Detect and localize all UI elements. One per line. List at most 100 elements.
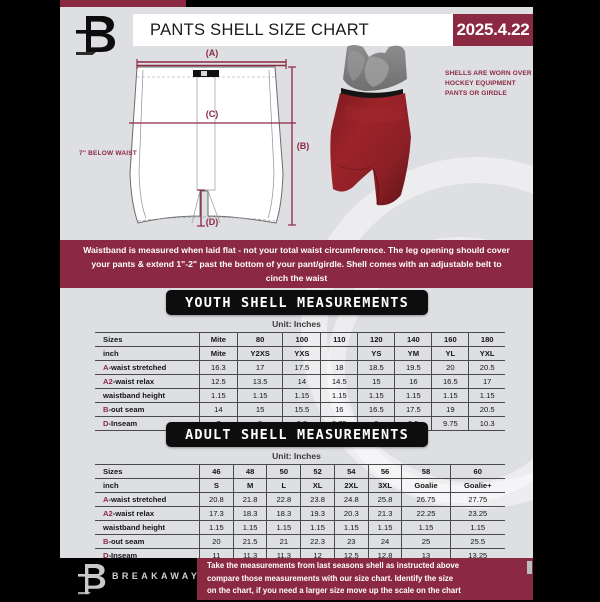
table-cell: YXS — [282, 346, 322, 361]
row-label: waistband height — [95, 388, 200, 403]
top-accent-strip-maroon — [60, 0, 186, 7]
table-cell: 17 — [236, 360, 284, 375]
row-label: B-out seam — [95, 534, 200, 549]
row-measure-key: A — [103, 363, 109, 372]
table-cell: 17 — [468, 374, 505, 389]
revision-date-badge: 2025.4.22 — [453, 14, 533, 46]
table-cell: 18 — [320, 360, 359, 375]
photo-usage-note: SHELLS ARE WORN OVER HOCKEY EQUIPMENT PA… — [445, 70, 532, 97]
table-cell: L — [266, 478, 302, 493]
table-cell: S — [199, 478, 234, 493]
table-cell: 20.3 — [333, 506, 369, 521]
table-cell: 22.3 — [300, 534, 335, 549]
table-cell: 54 — [333, 464, 369, 479]
table-cell: 16.5 — [357, 402, 396, 417]
table-cell: 14 — [199, 402, 238, 417]
row-label: D-Inseam — [95, 548, 200, 558]
table-cell: 25.5 — [449, 534, 505, 549]
table-cell: 20.5 — [468, 402, 505, 417]
table-cell: 12 — [300, 548, 335, 558]
shell-product-photo — [325, 45, 455, 235]
table-cell: 24 — [367, 534, 403, 549]
table-cell: 12.8 — [367, 548, 403, 558]
footer-edge-tab — [527, 561, 532, 574]
top-accent-strip-black — [186, 0, 533, 7]
row-label: A-waist stretched — [95, 492, 200, 507]
table-cell: 16.5 — [431, 374, 470, 389]
table-row: B-out seam 14 15 15.5 16 16.5 17.5 19 20.5 — [95, 402, 505, 417]
below-waist-annotation: 7" BELOW WAIST — [79, 150, 137, 157]
table-cell: Goalie — [401, 478, 451, 493]
table-cell: 1.15 — [394, 388, 433, 403]
table-cell: 60 — [449, 464, 505, 479]
table-cell: 2XL — [333, 478, 369, 493]
table-row: inch Mite Y2XS YXS YS YM YL YXL — [95, 346, 505, 361]
table-cell: 12.5 — [333, 548, 369, 558]
table-cell: 11.3 — [266, 548, 302, 558]
table-cell: Y2XS — [236, 346, 284, 361]
row-label: Sizes — [95, 464, 200, 479]
table-cell: 10.3 — [468, 416, 505, 431]
row-label: A2-waist relax — [95, 374, 200, 389]
table-cell: 15 — [357, 374, 396, 389]
row-label: A2-waist relax — [95, 506, 200, 521]
table-cell: 20.5 — [468, 360, 505, 375]
footer-breakaway-b-logo-icon — [74, 561, 112, 597]
row-label: inch — [95, 346, 200, 361]
table-cell: 20 — [199, 534, 234, 549]
row-label: Sizes — [95, 332, 200, 347]
table-cell: Goalie+ — [449, 478, 505, 493]
table-cell: M — [232, 478, 268, 493]
adult-section-banner: ADULT SHELL MEASUREMENTS — [166, 422, 428, 447]
table-cell: 1.15 — [232, 520, 268, 535]
table-row: D-Inseam 11 11.3 11.3 12 12.5 12.8 13 13.25 — [95, 548, 505, 558]
table-cell: 180 — [468, 332, 505, 347]
youth-unit-label: Unit: Inches — [272, 319, 321, 329]
table-cell: 23.8 — [300, 492, 335, 507]
footer-note-line-2: compare those measurements with our size… — [207, 573, 454, 583]
table-cell: 19 — [431, 402, 470, 417]
table-cell: YXL — [468, 346, 505, 361]
table-cell: 17.5 — [394, 402, 433, 417]
table-row: waistband height 1.15 1.15 1.15 1.15 1.15 1.15… — [95, 520, 505, 535]
table-cell: 9.75 — [431, 416, 470, 431]
table-cell: 1.15 — [266, 520, 302, 535]
table-cell: 22.8 — [266, 492, 302, 507]
table-cell: 1.15 — [199, 388, 238, 403]
table-cell: 15 — [236, 402, 284, 417]
adult-table-body: Sizes 46 48 50 52 54 56 58 60 inch S M L XL 2XL 3XL Goal… — [95, 464, 505, 558]
table-cell: 1.15 — [357, 388, 396, 403]
breakaway-b-logo-icon — [68, 12, 128, 56]
table-cell: 120 — [357, 332, 396, 347]
adult-unit-label: Unit: Inches — [272, 451, 321, 461]
table-cell: 140 — [394, 332, 433, 347]
table-cell: XL — [300, 478, 335, 493]
table-cell: 18.5 — [357, 360, 396, 375]
row-measure-key: A2 — [103, 377, 113, 386]
row-measure-key: D — [103, 551, 109, 558]
table-cell: 21 — [266, 534, 302, 549]
row-measure-key: A2 — [103, 509, 113, 518]
table-cell: 21.5 — [232, 534, 268, 549]
table-cell: Mite — [199, 332, 238, 347]
table-cell: 25 — [401, 534, 451, 549]
table-cell: 1.15 — [199, 520, 234, 535]
table-cell: 24.8 — [333, 492, 369, 507]
table-cell: 17.3 — [199, 506, 234, 521]
table-row: A-waist stretched 16.3 17 17.5 18 18.5 19.5 20 2… — [95, 360, 505, 375]
youth-size-table: Sizes Mite 80 100 110 120 140 160 180 inch Mite Y2X… — [95, 332, 505, 431]
table-cell: 18.3 — [266, 506, 302, 521]
table-cell: 16 — [320, 402, 359, 417]
table-cell: 160 — [431, 332, 470, 347]
table-cell: YS — [357, 346, 396, 361]
table-cell: 17.5 — [282, 360, 322, 375]
page-footer: BREAKAWAY Take the measurements from las… — [60, 558, 533, 600]
table-cell: 27.75 — [449, 492, 505, 507]
diagram-label-c: (C) — [206, 109, 219, 119]
content-panel: PANTS SHELL SIZE CHART 2025.4.22 — [60, 7, 533, 558]
table-cell: 19.3 — [300, 506, 335, 521]
table-cell: 46 — [199, 464, 234, 479]
page-title: PANTS SHELL SIZE CHART — [133, 14, 453, 46]
diagram-label-b: (B) — [297, 141, 310, 151]
table-cell: 23.25 — [449, 506, 505, 521]
